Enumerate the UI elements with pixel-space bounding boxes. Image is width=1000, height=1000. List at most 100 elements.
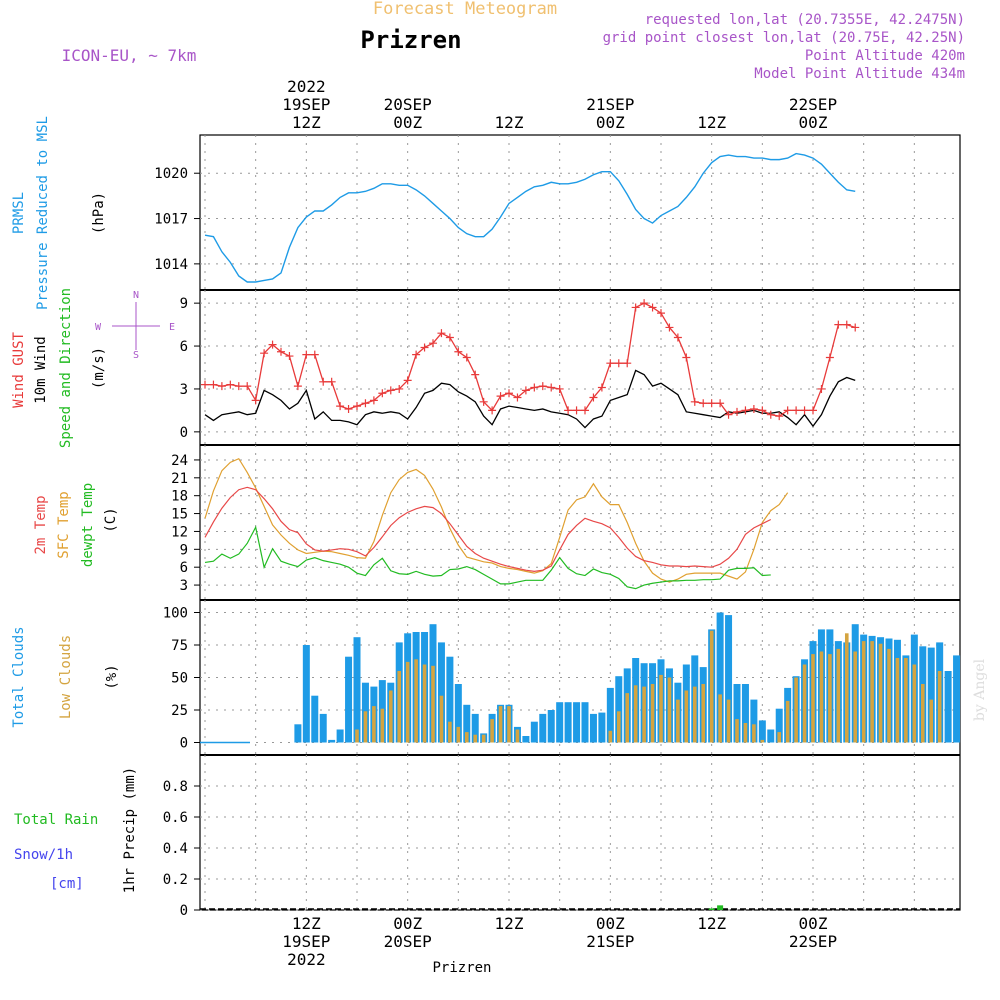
gust-marker <box>564 406 573 415</box>
low-cloud-bar <box>405 661 410 743</box>
gust-marker <box>454 347 463 356</box>
sfc-temp-line <box>204 457 789 583</box>
gust-marker <box>657 309 665 318</box>
gust-marker <box>251 396 260 405</box>
wind-gust-label: Wind GUST <box>11 332 27 408</box>
low-cloud-bar <box>515 729 520 743</box>
low-cloud-bar <box>439 695 444 743</box>
y-tick-label: 100 <box>163 606 188 622</box>
gust-marker <box>521 386 530 395</box>
gust-marker <box>758 406 767 415</box>
gust-marker <box>445 333 454 342</box>
time-label-top: 00Z <box>799 113 828 132</box>
low-cloud-bar <box>912 664 917 743</box>
gust-marker <box>420 343 429 352</box>
time-label-top: 2022 <box>287 77 326 96</box>
svg-text:N: N <box>133 290 139 301</box>
gust-marker <box>361 399 370 408</box>
y-tick-label: 6 <box>180 339 188 355</box>
rain-bar <box>717 905 724 910</box>
gust-marker <box>437 329 446 338</box>
low-cloud-bar <box>684 690 689 743</box>
gust-marker <box>412 350 421 359</box>
gust-marker <box>589 393 598 402</box>
low-cloud-bar <box>718 694 722 743</box>
precip-ylabel: 1hr Precip (mm) <box>122 767 138 893</box>
low-cloud-bar <box>422 664 427 743</box>
gust-marker <box>733 407 741 416</box>
gust-marker <box>834 320 843 329</box>
dewpoint-line <box>204 525 771 590</box>
low-cloud-bar <box>490 719 494 743</box>
dewpoint-label: dewpt Temp <box>80 483 96 567</box>
gust-marker <box>783 406 792 415</box>
rain-bar <box>708 908 715 910</box>
time-label-bottom: 12Z <box>697 914 726 933</box>
y-tick-label: 0.4 <box>163 841 188 857</box>
total-cloud-bar <box>556 702 564 743</box>
gust-marker <box>277 347 285 356</box>
low-cloud-bar <box>498 706 503 743</box>
pressure-unit-label: (hPa) <box>91 192 107 234</box>
time-label-bottom: 20SEP <box>384 932 432 951</box>
sfc-temp-label: SFC Temp <box>56 491 72 558</box>
low-cloud-bar <box>895 658 900 743</box>
cloud-bars <box>200 612 961 744</box>
low-cloud-bar <box>785 700 790 743</box>
total-cloud-bar <box>606 687 614 743</box>
low-cloud-bar <box>625 693 630 743</box>
time-label-bottom: 12Z <box>292 914 321 933</box>
total-cloud-bar <box>598 712 606 743</box>
low-cloud-bar <box>667 677 672 743</box>
time-label-bottom: 00Z <box>393 914 422 933</box>
y-tick-label: 3 <box>180 578 188 594</box>
low-cloud-bar <box>507 706 511 743</box>
y-tick-label: 9 <box>180 542 188 558</box>
low-cloud-bar <box>735 719 739 743</box>
low-cloud-bar <box>802 664 807 743</box>
total-cloud-bar <box>750 699 758 743</box>
low-cloud-bar <box>464 732 469 743</box>
low-clouds-label: Low Clouds <box>58 635 74 719</box>
total-cloud-bar <box>581 702 589 743</box>
total-cloud-bar <box>522 736 530 743</box>
low-cloud-bar <box>794 677 798 743</box>
snow-label: Snow/1h <box>14 847 73 863</box>
y-tick-label: 12 <box>171 524 188 540</box>
total-cloud-bar <box>319 713 327 743</box>
total-cloud-bar <box>589 713 597 743</box>
gust-marker <box>369 396 378 405</box>
footer-location: Prizren <box>432 960 491 976</box>
gust-marker <box>597 383 606 392</box>
total-clouds-label: Total Clouds <box>11 626 27 727</box>
model-point-altitude: Model Point Altitude 434m <box>754 66 965 82</box>
gust-marker <box>226 380 235 389</box>
low-cloud-bar <box>844 633 849 743</box>
y-tick-label: 0.8 <box>163 779 188 795</box>
total-cloud-bar <box>539 713 547 743</box>
total-cloud-bar <box>716 612 724 743</box>
location-title: Prizren <box>360 26 461 54</box>
precip-bars <box>200 905 960 910</box>
gust-marker <box>513 393 522 402</box>
y-tick-label: 3 <box>180 382 188 398</box>
low-cloud-bar <box>920 684 925 743</box>
low-cloud-bar <box>836 648 841 743</box>
y-tick-label: 15 <box>171 507 188 523</box>
total-cloud-bar <box>437 642 445 743</box>
time-label-top: 00Z <box>596 113 625 132</box>
prmsl-label: PRMSL <box>11 192 27 234</box>
low-cloud-bar <box>659 674 663 743</box>
gust-marker <box>690 397 699 406</box>
low-cloud-bar <box>752 724 756 743</box>
low-cloud-bar <box>828 654 832 743</box>
gust-marker <box>800 406 809 415</box>
gust-marker <box>471 370 480 379</box>
gust-marker <box>766 410 775 419</box>
time-label-bottom: 00Z <box>596 914 625 933</box>
total-cloud-bar <box>311 695 319 743</box>
time-label-top: 22SEP <box>789 95 837 114</box>
gust-marker <box>572 406 581 415</box>
low-cloud-bar <box>397 671 402 743</box>
